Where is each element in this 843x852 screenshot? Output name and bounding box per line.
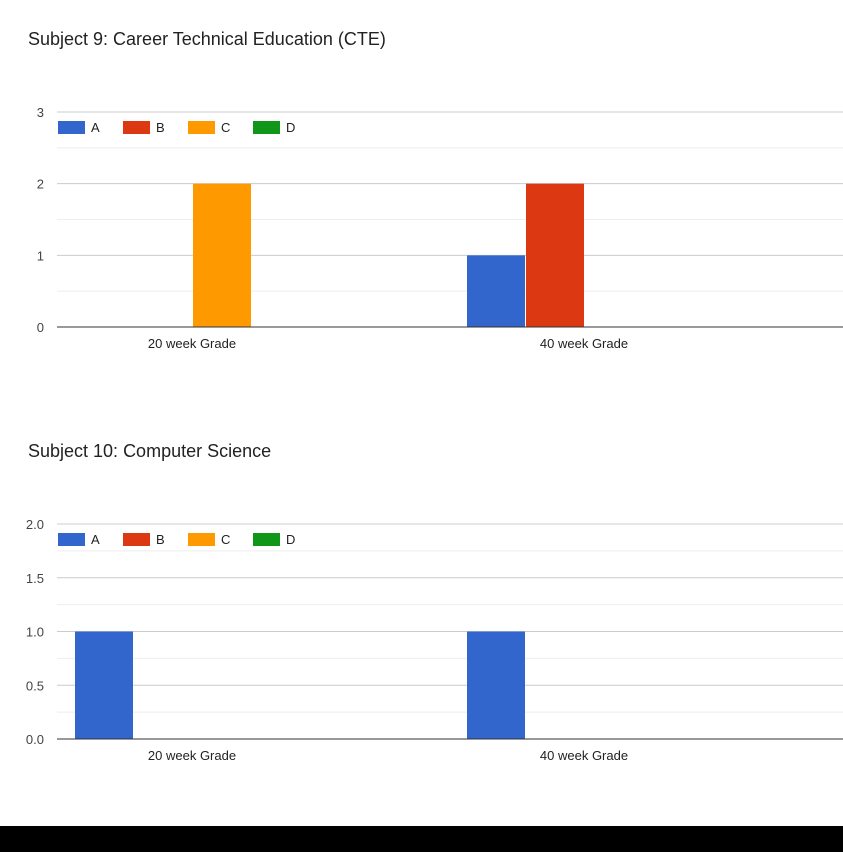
legend-label-d: D [286,120,295,135]
legend-swatch-c [188,121,215,134]
legend-label-b: B [156,120,165,135]
legend-label-a: A [91,120,100,135]
legend-swatch-b [123,121,150,134]
legend-swatch-d [253,533,280,546]
legend-label-a: A [91,532,100,547]
y-tick-label: 3 [37,105,44,120]
legend-swatch-a [58,121,85,134]
x-category-label: 20 week Grade [148,748,236,763]
bar-b [526,183,584,327]
y-tick-label: 1 [37,248,44,263]
bar-c [193,183,251,327]
legend-swatch-a [58,533,85,546]
bottom-black-bar [0,826,843,852]
y-tick-label: 0.5 [26,678,44,693]
legend-swatch-b [123,533,150,546]
legend-swatch-c [188,533,215,546]
legend-label-b: B [156,532,165,547]
x-category-label: 40 week Grade [540,336,628,351]
x-category-label: 20 week Grade [148,336,236,351]
y-tick-label: 0.0 [26,732,44,747]
legend-label-c: C [221,120,230,135]
chart-subject-10: Subject 10: Computer Science 0.0 0.5 1.0 1.… [0,412,843,812]
legend-swatch-d [253,121,280,134]
chart-plot-area: 0.0 0.5 1.0 1.5 2.0 20 week Grade 40 week Grad… [26,517,843,763]
y-tick-label: 1.5 [26,571,44,586]
x-category-label: 40 week Grade [540,748,628,763]
bar-a [467,255,525,327]
y-tick-label: 2.0 [26,517,44,532]
chart-title: Subject 10: Computer Science [28,441,272,461]
chart-title: Subject 9: Career Technical Education (C… [28,29,386,49]
y-tick-label: 0 [37,320,44,335]
chart-plot-area: 0 1 2 3 20 week Grade 40 week Grade A B C D [37,105,843,351]
bar-a [75,631,133,739]
legend-label-c: C [221,532,230,547]
y-tick-label: 2 [37,177,44,192]
legend-label-d: D [286,532,295,547]
chart-subject-9: Subject 9: Career Technical Education (C… [0,0,843,400]
bar-a [467,631,525,739]
y-tick-label: 1.0 [26,625,44,640]
